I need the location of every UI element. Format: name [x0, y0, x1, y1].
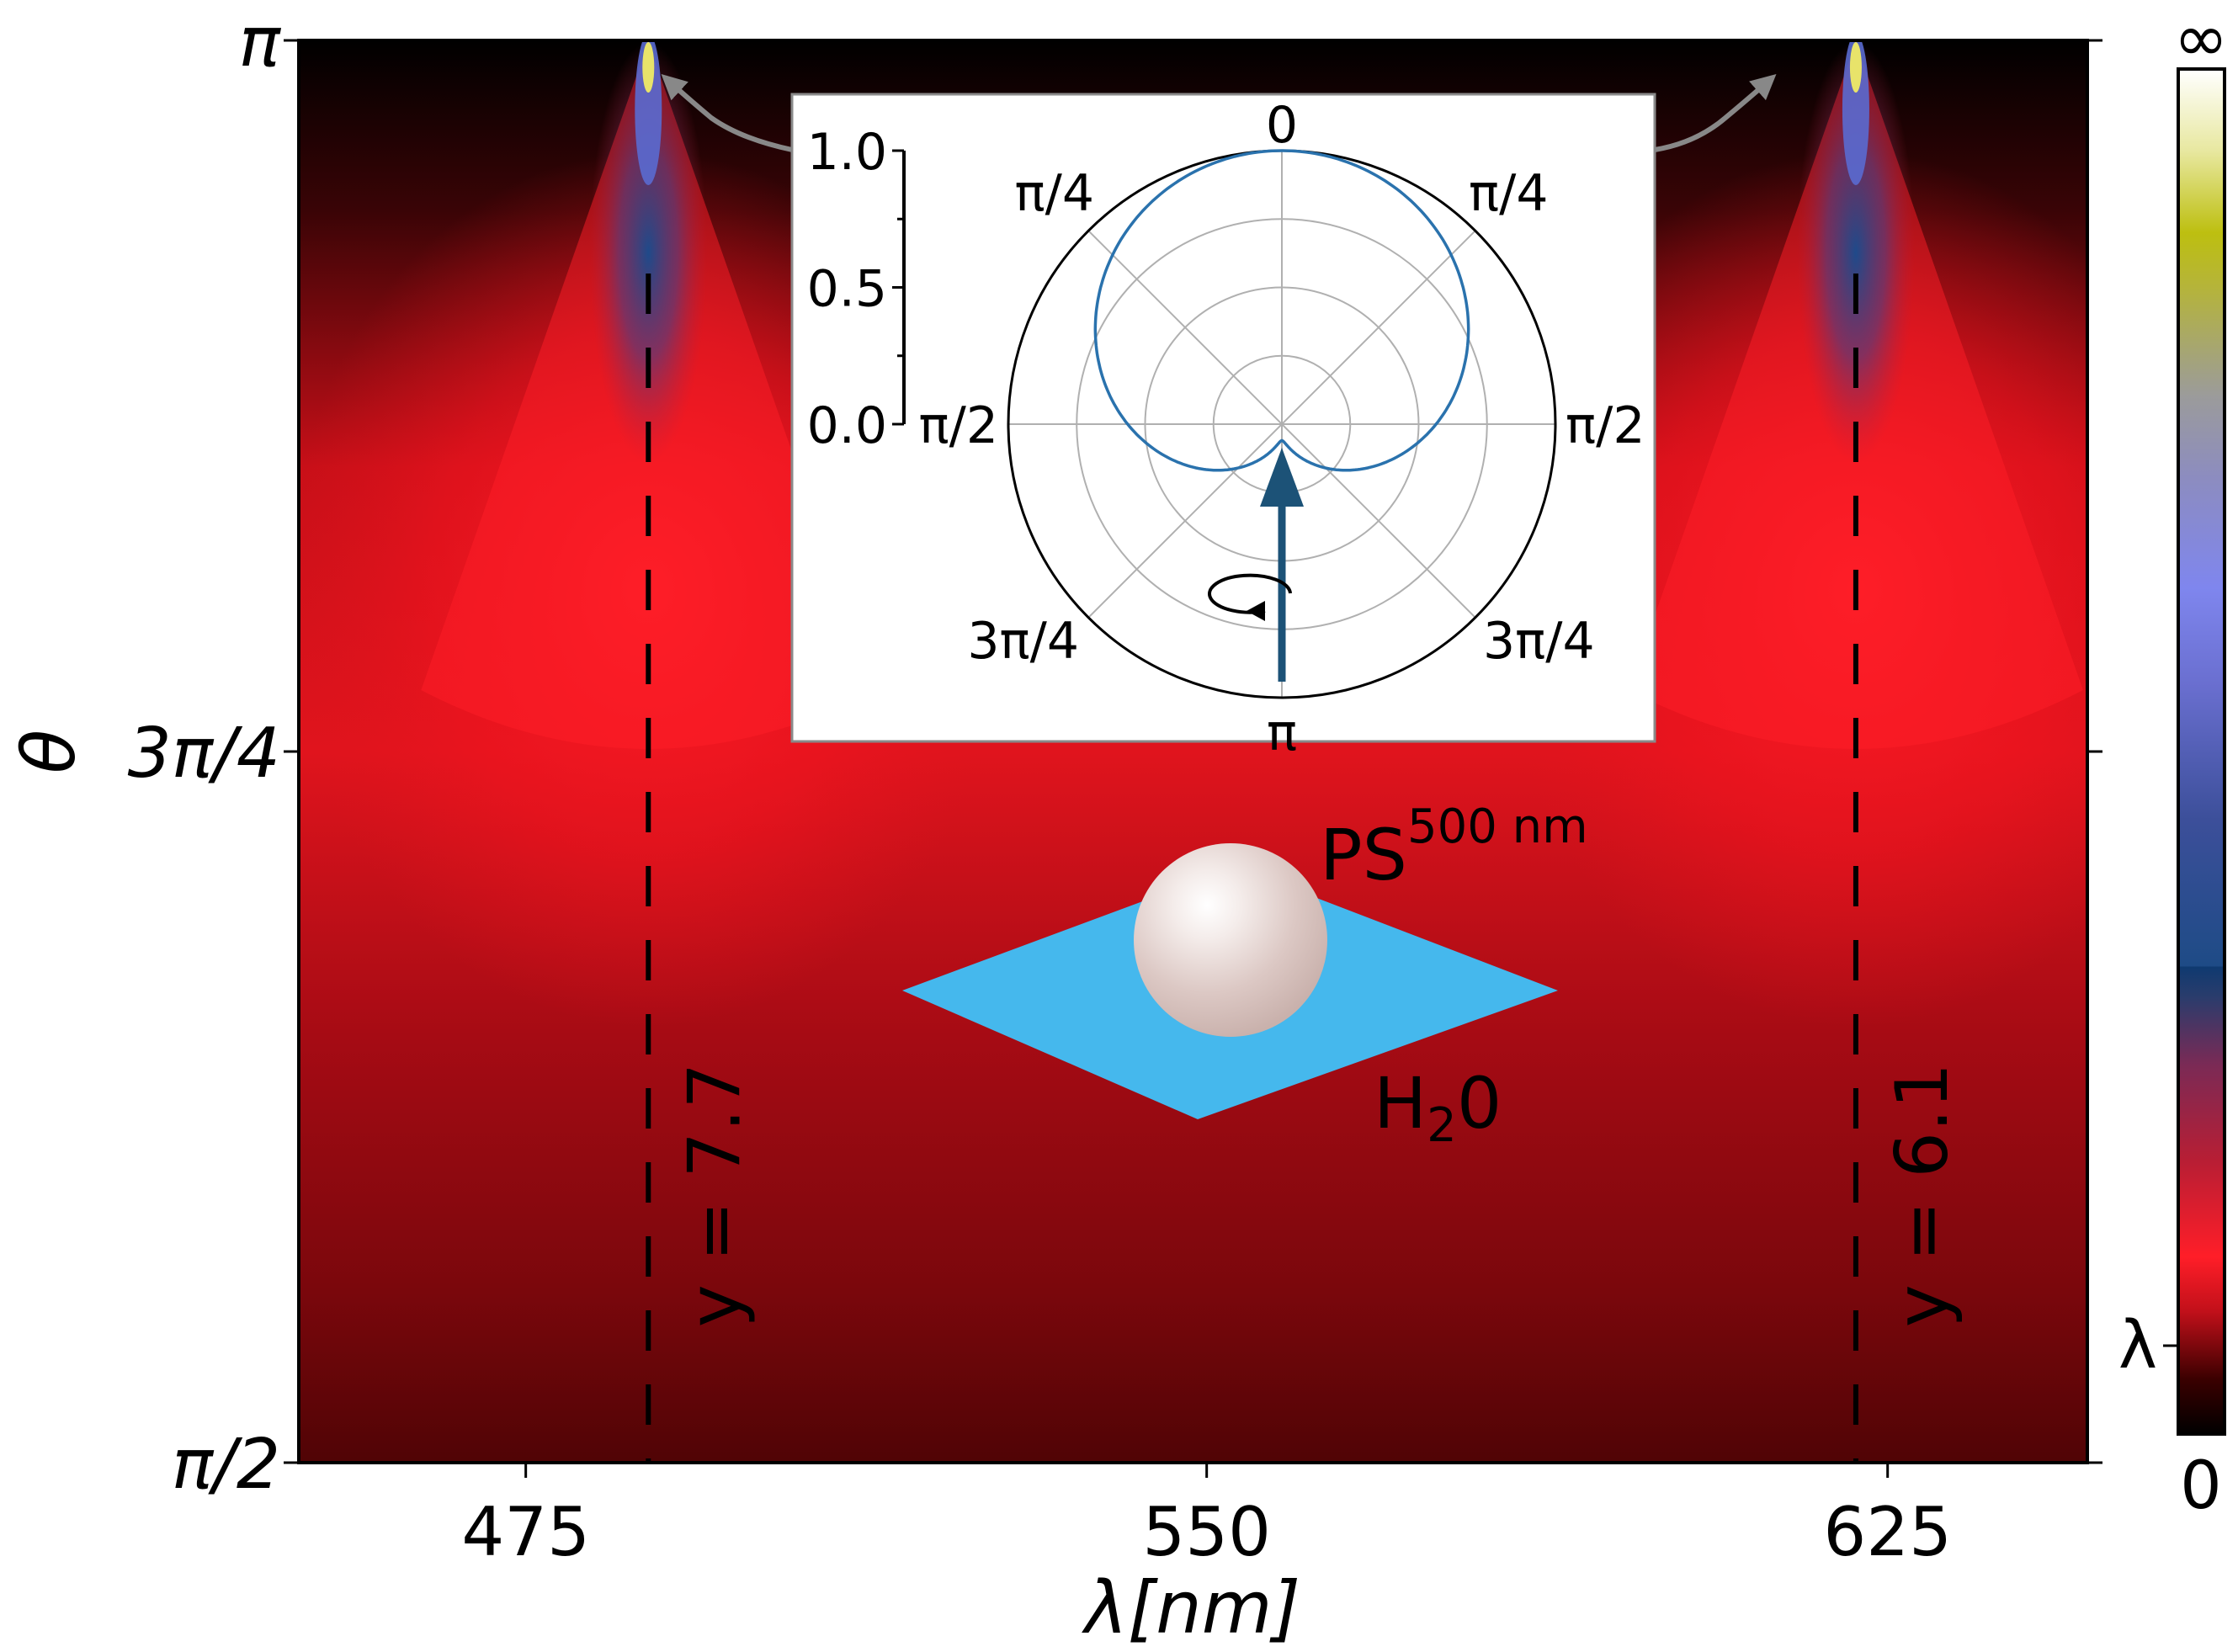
colorbar-gradient	[2177, 67, 2226, 1436]
polar-angle-label-bottom: π	[1267, 704, 1297, 762]
particle-label-sup: 500 nm	[1407, 799, 1588, 854]
polar-angle-label-upper-right: π/4	[1469, 164, 1549, 223]
resonance-peak	[1842, 40, 1869, 185]
y-tick-label: 3π/4	[128, 714, 280, 794]
incident-arrow	[1208, 448, 1304, 682]
x-axis: 475 550 625	[461, 1463, 1952, 1571]
polar-angle-label-lower-left: 3π/4	[967, 612, 1079, 671]
colorbar-label-max: ∞	[2174, 1, 2229, 77]
inset-pointer-left	[661, 73, 793, 152]
inset-frame	[790, 93, 1656, 743]
ps-particle	[1134, 843, 1327, 1037]
resonance-peak	[635, 40, 662, 185]
particle-label-main: PS	[1320, 814, 1407, 896]
colorbar-label-min: 0	[2180, 1448, 2222, 1524]
polar-scale-label: 0.0	[807, 396, 887, 455]
x-axis-label: λ[nm]	[1082, 1566, 1300, 1650]
medium-label: H20	[1374, 1062, 1502, 1153]
resonance-lines: y = 7.7 y = 6.1	[646, 274, 1964, 1463]
resonance-core	[1796, 42, 1915, 463]
resonance-label: y = 6.1	[1880, 1063, 1964, 1327]
y-tick-label: π	[239, 3, 282, 82]
resonance-tip	[642, 42, 655, 93]
x-tick-label: 625	[1823, 1493, 1952, 1571]
polar-grid-spoke	[1087, 230, 1476, 619]
polar-angle-label-lower-right: 3π/4	[1483, 612, 1595, 671]
polar-angle-label-left: π/2	[918, 396, 998, 455]
polar-scale-label: 1.0	[807, 123, 887, 182]
rotation-symbol	[1208, 573, 1292, 614]
polar-radial-scale: 0.0 0.5 1.0	[807, 123, 906, 455]
colorbar: ∞ λ 0	[2118, 1, 2229, 1524]
illustration: PS500 nm H20	[902, 799, 1588, 1153]
inset-pointer-right	[1654, 74, 1777, 152]
polar-scale-label: 0.5	[807, 260, 887, 319]
incident-arrow-head	[1260, 448, 1304, 507]
y-axis-label: θ	[8, 730, 92, 774]
polar-curve	[1093, 149, 1470, 472]
medium-label-suffix: 0	[1457, 1062, 1502, 1145]
rotation-symbol-head	[1247, 601, 1265, 621]
medium-label-main: H	[1374, 1062, 1427, 1145]
colorbar-label-lambda: λ	[2118, 1308, 2157, 1384]
resonance-core	[589, 42, 708, 463]
particle-label: PS500 nm	[1320, 799, 1588, 896]
polar-angle-labels: 0 π/2 π/2 π π/4 π/4 3π/4 3π/4	[918, 96, 1645, 762]
x-tick-label: 475	[461, 1493, 590, 1571]
medium-label-sub: 2	[1427, 1098, 1457, 1153]
polar-angle-label-right: π/2	[1566, 396, 1645, 455]
polar-inset: 0.0 0.5 1.0 0 π/2 π/2 π π/4 π/4 3π/4 3π/4	[661, 73, 1777, 762]
resonance-tip	[1849, 42, 1862, 93]
resonance-label: y = 7.7	[672, 1063, 757, 1327]
polar-angle-label-upper-left: π/4	[1014, 164, 1094, 223]
x-tick-label: 550	[1142, 1493, 1271, 1571]
y-tick-label: π/2	[172, 1425, 280, 1505]
y-axis: π/2 3π/4 π	[128, 3, 2102, 1505]
polar-angle-label-top: 0	[1266, 96, 1298, 155]
